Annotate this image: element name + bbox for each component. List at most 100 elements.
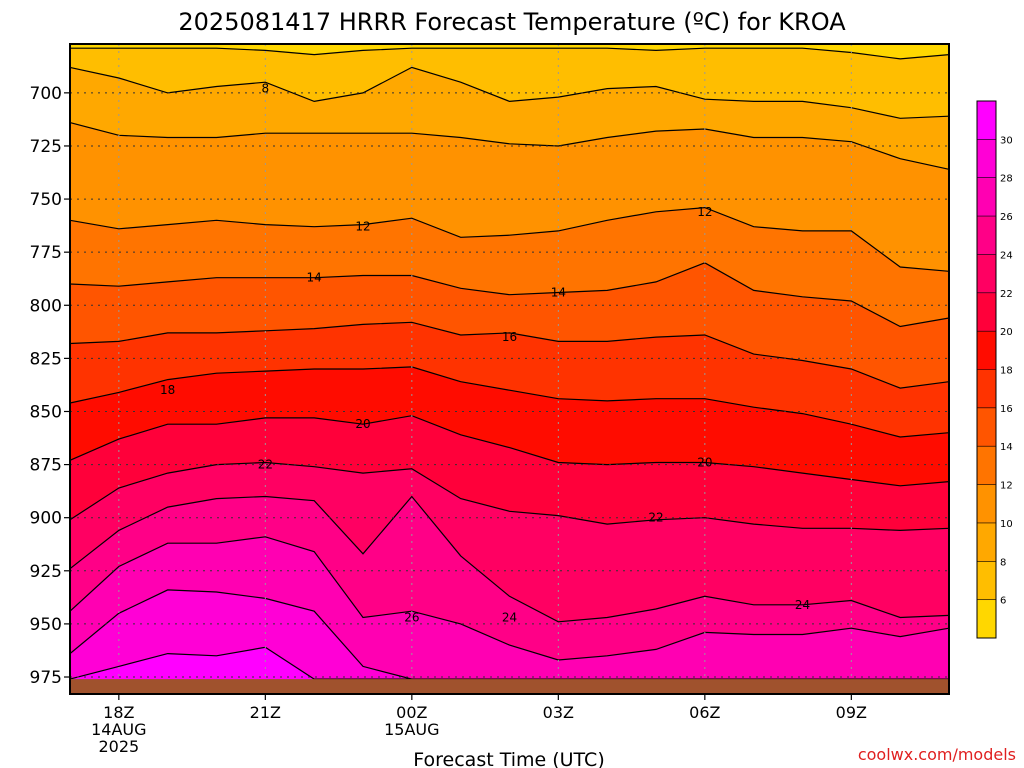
pressure-axis: 700 725 750 775 800 825 850 875 900 925 950 975 xyxy=(30,84,70,688)
y-tick-label: 925 xyxy=(30,562,62,582)
colorbar-segment xyxy=(977,216,996,255)
isotherm-label: 26 xyxy=(404,611,419,625)
colorbar-segment xyxy=(977,101,996,140)
isotherm-26 xyxy=(69,536,950,661)
isotherm-label-group: 24 xyxy=(795,598,810,612)
isotherm-label-group: 20 xyxy=(697,455,712,469)
y-tick-label: 725 xyxy=(30,137,62,157)
colorbar-segment xyxy=(977,561,996,601)
x-axis-label: Forecast Time (UTC) xyxy=(413,749,604,768)
colorbar-tick-label: 28 xyxy=(1000,174,1013,185)
colorbar: 6 8 10 12 14 16 18 20 22 24 26 28 30 xyxy=(976,100,1013,639)
isotherm-label: 12 xyxy=(355,220,370,234)
x-tick-label: 14AUG xyxy=(91,720,146,739)
x-tick-label: 00Z xyxy=(396,703,427,722)
y-tick-label: 775 xyxy=(30,243,62,263)
y-tick-label: 900 xyxy=(30,509,62,529)
ground-area xyxy=(70,679,949,694)
isotherm-label-group: 12 xyxy=(697,205,712,219)
ground-fill xyxy=(70,679,949,694)
isotherm-label: 14 xyxy=(307,271,322,285)
colorbar-segment xyxy=(977,292,996,332)
isotherm-label: 22 xyxy=(648,511,663,525)
colorbar-tick-label: 10 xyxy=(1000,519,1013,530)
colorbar-tick-label: 24 xyxy=(1000,250,1013,261)
isotherm-14 xyxy=(69,262,950,328)
isotherm-label-group: 8 xyxy=(262,82,270,96)
colorbar-segment xyxy=(977,522,996,562)
colorbar-segment xyxy=(977,139,996,179)
colorbar-tick-label: 22 xyxy=(1000,289,1013,300)
isotherm-label: 14 xyxy=(551,286,566,300)
isotherm-label-group: 16 xyxy=(502,330,517,344)
isotherm-label-group: 20 xyxy=(355,417,370,431)
y-tick-label: 975 xyxy=(30,668,62,688)
isotherm-label: 20 xyxy=(697,455,712,469)
isotherm-22 xyxy=(69,461,950,532)
isotherm-labels: 8 12 12 14 14 16 18 20 20 22 22 24 24 26 xyxy=(160,82,810,625)
colorbar-tick-label: 20 xyxy=(1000,327,1013,338)
colorbar-tick-label: 14 xyxy=(1000,442,1013,453)
isotherm-6 xyxy=(69,66,950,119)
isotherm-label: 16 xyxy=(502,330,517,344)
x-tick-label: 15AUG xyxy=(384,720,439,739)
isotherm-4 xyxy=(70,47,950,60)
colorbar-tick-label: 18 xyxy=(1000,366,1013,377)
chart-title: 2025081417 HRRR Forecast Temperature (ºC… xyxy=(178,8,846,36)
colorbar-segment xyxy=(977,446,996,486)
y-tick-label: 950 xyxy=(30,615,62,635)
x-tick-label: 09Z xyxy=(836,703,867,722)
isotherm-20 xyxy=(69,415,950,487)
colorbar-segment xyxy=(977,254,996,294)
x-tick-label: 18Z xyxy=(103,703,134,722)
colorbar-segment xyxy=(977,177,996,217)
credit-text: coolwx.com/models xyxy=(858,745,1016,764)
colorbar-tick-label: 12 xyxy=(1000,481,1013,492)
isotherm-label: 20 xyxy=(355,417,370,431)
isotherm-label-group: 14 xyxy=(307,271,322,285)
y-tick-label: 750 xyxy=(30,190,62,210)
isotherm-label-group: 22 xyxy=(648,511,663,525)
isotherm-label: 8 xyxy=(262,82,270,96)
isotherm-label: 24 xyxy=(795,598,810,612)
isotherm-label-group: 12 xyxy=(355,220,370,234)
isotherm-lines xyxy=(69,47,950,680)
isotherm-label: 18 xyxy=(160,383,175,397)
plot-frame xyxy=(69,43,950,695)
x-tick-label: 2025 xyxy=(98,737,139,756)
colorbar-segment xyxy=(977,331,996,370)
isotherm-24 xyxy=(69,495,950,623)
isotherm-label-group: 24 xyxy=(502,611,517,625)
colorbar-segment xyxy=(977,484,996,524)
colorbar-segment xyxy=(977,407,996,447)
x-tick-label: 06Z xyxy=(689,703,720,722)
isotherm-label-group: 18 xyxy=(160,383,175,397)
y-tick-label: 875 xyxy=(30,456,62,476)
colorbar-segment xyxy=(977,599,996,639)
isotherm-18 xyxy=(69,366,950,438)
colorbar-segment xyxy=(977,369,996,409)
isotherm-label: 12 xyxy=(697,205,712,219)
y-tick-label: 800 xyxy=(30,296,62,316)
y-tick-label: 850 xyxy=(30,402,62,422)
isotherm-30 xyxy=(69,646,949,680)
isotherm-label-group: 22 xyxy=(258,458,273,472)
colorbar-tick-label: 26 xyxy=(1000,212,1013,223)
isotherm-label: 22 xyxy=(258,458,273,472)
x-tick-label: 21Z xyxy=(250,703,281,722)
isotherm-12 xyxy=(69,206,950,272)
y-tick-label: 825 xyxy=(30,349,62,369)
colorbar-tick-label: 6 xyxy=(1000,596,1006,607)
colorbar-tick-label: 16 xyxy=(1000,404,1013,415)
isotherm-16 xyxy=(69,321,950,389)
colorbar-tick-label: 8 xyxy=(1000,557,1006,568)
colorbar-tick-label: 30 xyxy=(1000,135,1013,146)
isotherm-label: 24 xyxy=(502,611,517,625)
isotherm-8 xyxy=(69,122,950,170)
isotherm-label-group: 14 xyxy=(551,286,566,300)
isotherm-label-group: 26 xyxy=(404,611,419,625)
y-tick-label: 700 xyxy=(30,84,62,104)
x-tick-label: 03Z xyxy=(543,703,574,722)
